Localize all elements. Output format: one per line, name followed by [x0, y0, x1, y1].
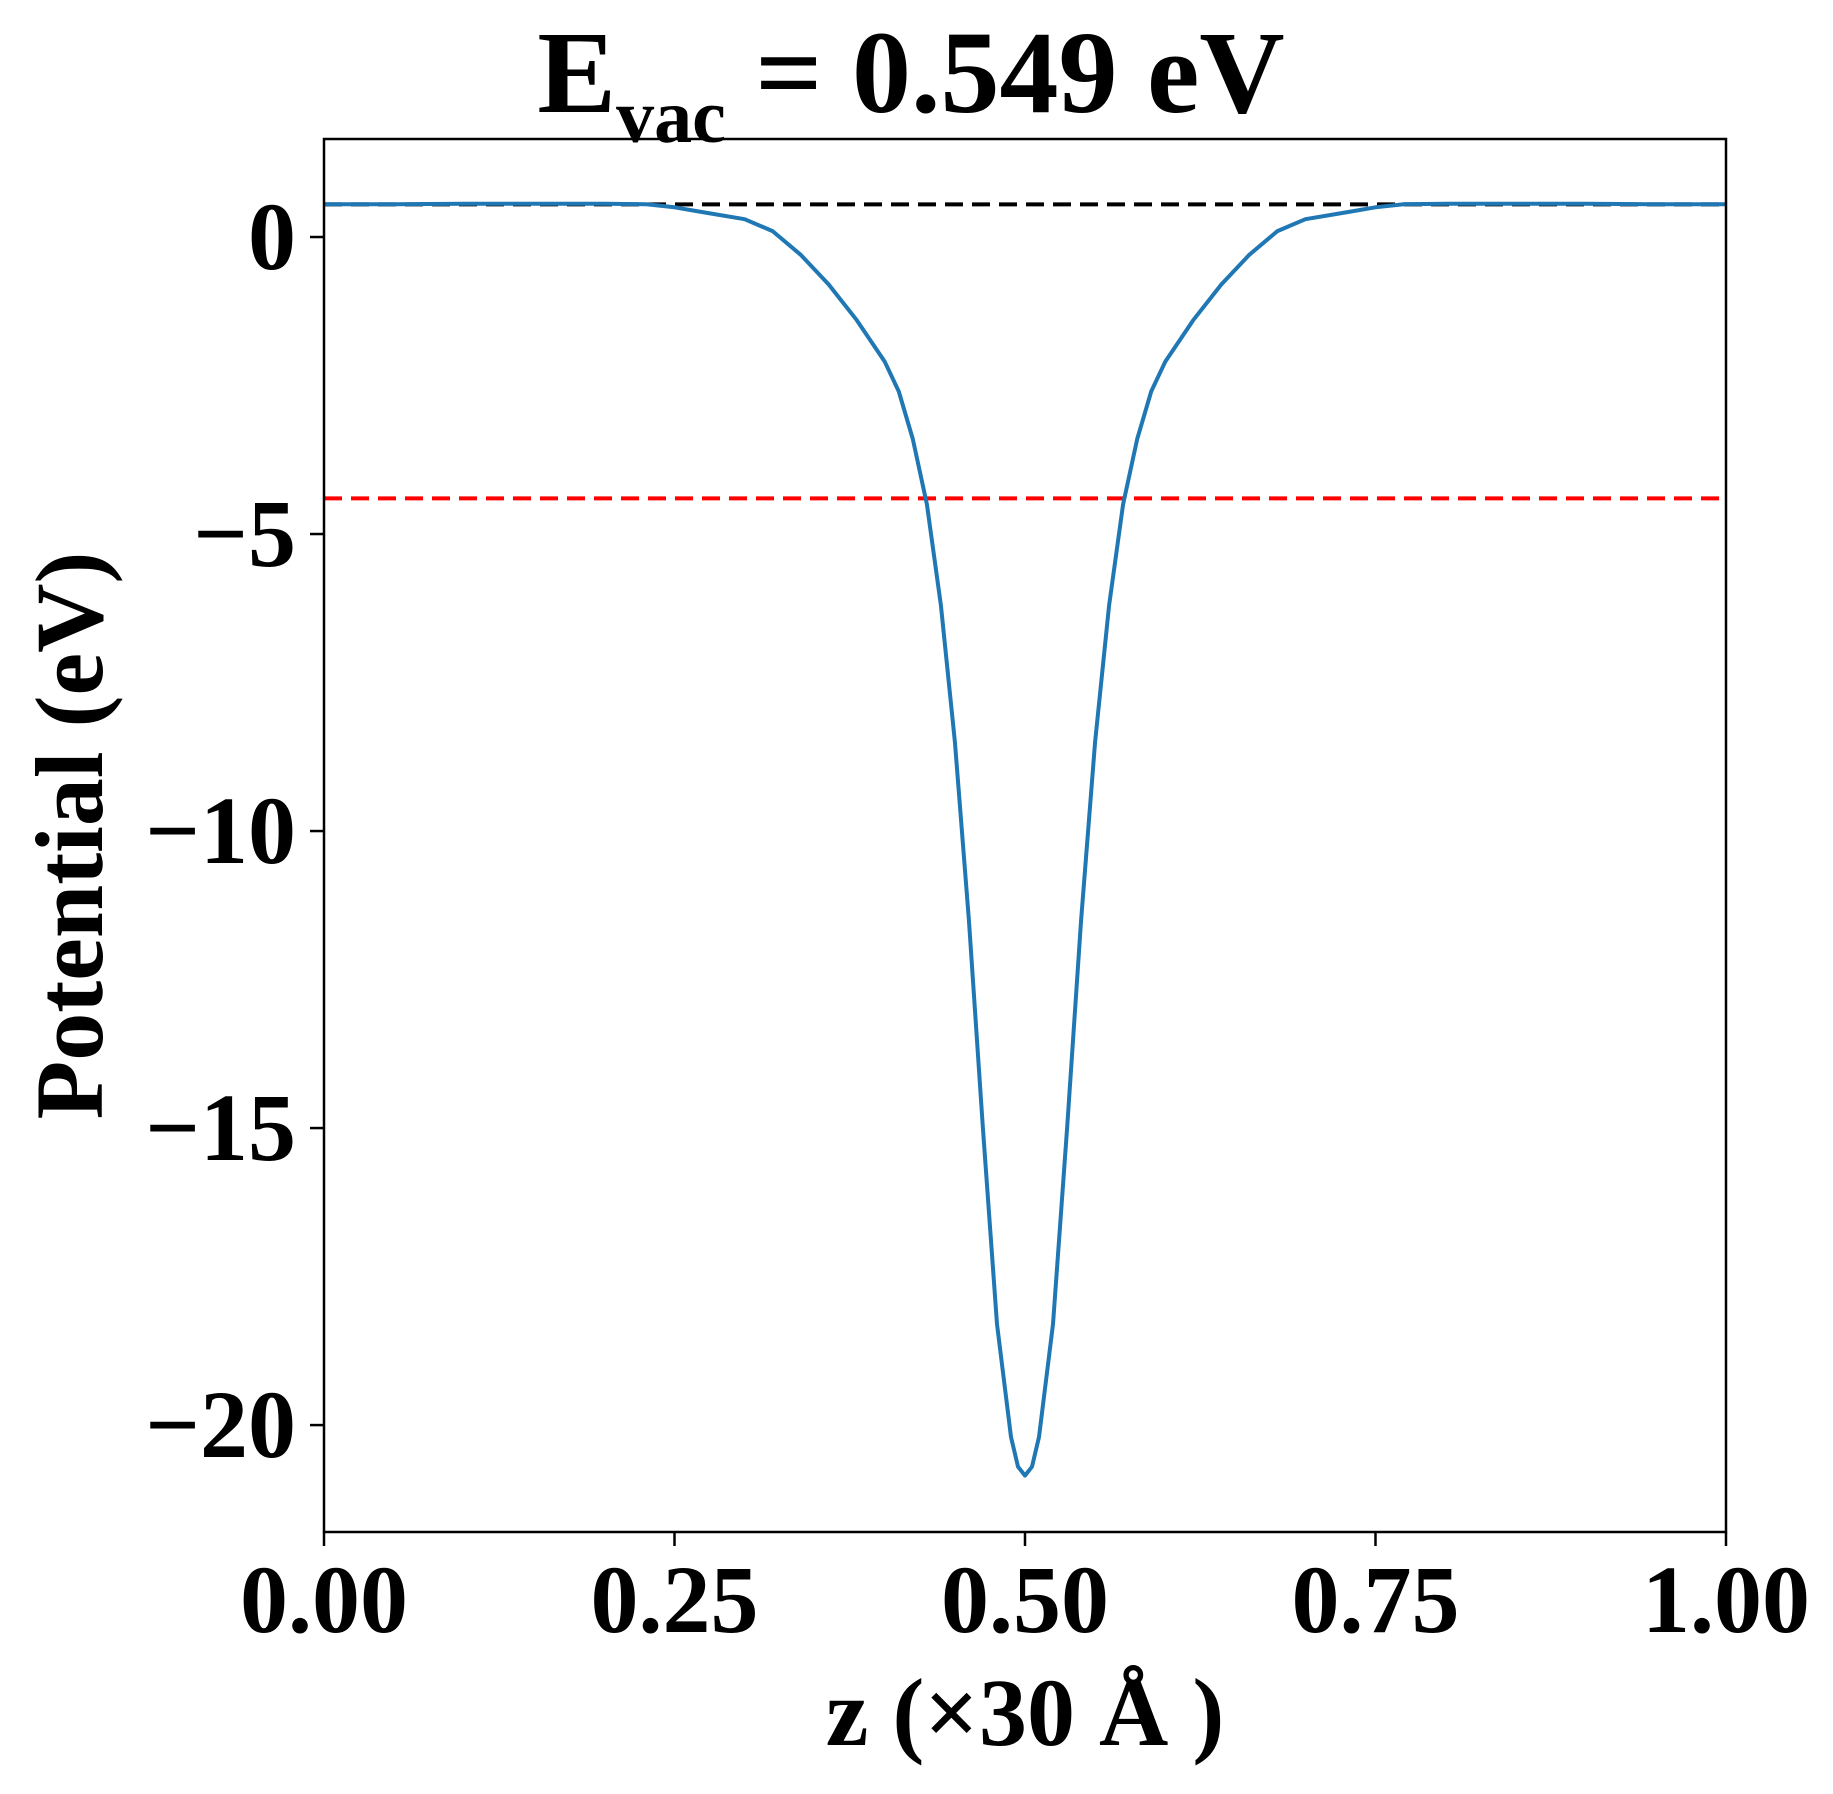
x-tick-label-1: 0.25: [591, 1546, 759, 1653]
x-tick-label-4: 1.00: [1642, 1546, 1810, 1653]
reference-lines: [324, 202, 1726, 501]
y-tick-label-4: −20: [145, 1371, 296, 1478]
chart-title: Evac = 0.549 eV: [537, 7, 1284, 159]
x-tick-label-2: 0.50: [941, 1546, 1109, 1653]
series-lines: [324, 201, 1726, 1478]
y-tick-label-0: 0: [248, 183, 296, 290]
chart-title-text: Evac = 0.549 eV: [537, 7, 1284, 159]
x-tick-label-0: 0.00: [240, 1546, 408, 1653]
x-tick-label-3: 0.75: [1292, 1546, 1460, 1653]
y-tick-label-3: −15: [145, 1074, 296, 1181]
y-tick-label-2: −10: [145, 777, 296, 884]
series-line-0: [324, 201, 1726, 1478]
y-tick-label-1: −5: [193, 480, 296, 587]
title-subscript: vac: [616, 75, 726, 159]
title-main: E: [537, 7, 616, 138]
x-axis-ticks: 0.00 0.25 0.50 0.75 1.00: [240, 1532, 1810, 1653]
y-axis-ticks: 0 −5 −10 −15 −20: [145, 183, 324, 1478]
x-axis-label: z (×30 Å ): [826, 1659, 1225, 1766]
y-axis-label: Potential (eV): [16, 552, 123, 1120]
axes-frame: [322, 137, 1728, 1534]
title-rest: = 0.549 eV: [726, 7, 1285, 138]
